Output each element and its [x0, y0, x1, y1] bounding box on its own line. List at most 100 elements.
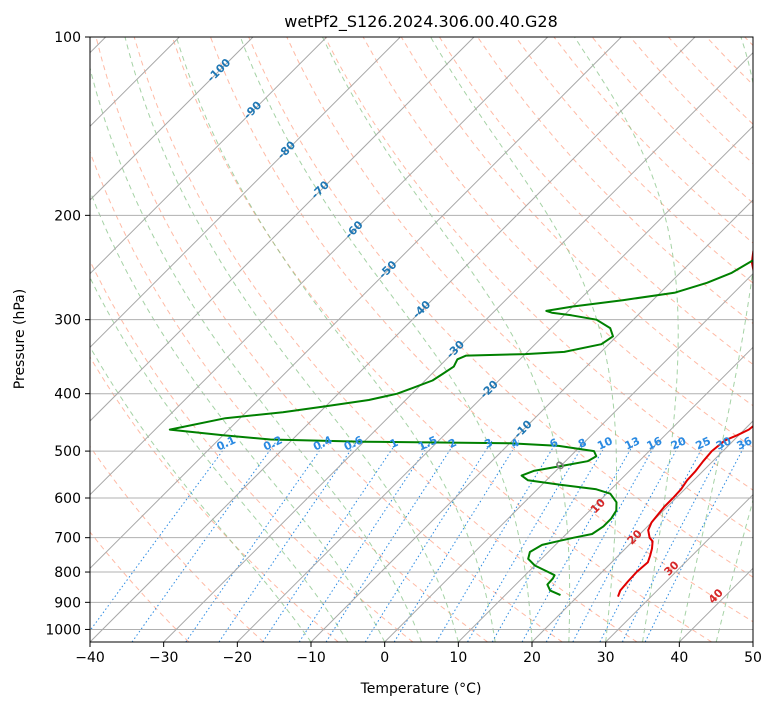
dry-adiabats	[90, 37, 753, 642]
moist-adiabat	[90, 65, 422, 642]
mixing-ratio-lines	[90, 440, 748, 642]
y-tick-label: 700	[54, 531, 81, 547]
series-lines	[168, 249, 753, 597]
mixing-ratio-label: 1.5	[416, 433, 439, 453]
isotherm-gridline	[90, 37, 328, 275]
x-tick-label: 30	[597, 650, 615, 666]
mixing-ratio-line	[572, 440, 683, 642]
moist-adiabat	[322, 37, 571, 642]
mixing-ratio-line	[435, 440, 558, 642]
x-tick-label: −10	[296, 650, 326, 666]
moist-adiabat	[715, 498, 753, 642]
mixing-ratio-line	[131, 440, 278, 642]
mixing-ratio-line	[90, 440, 231, 632]
mixing-ratio-line	[545, 440, 659, 642]
dry-adiabat	[90, 259, 414, 642]
isotherm-gridline	[90, 37, 254, 201]
dry-adiabat	[591, 37, 753, 204]
mixing-ratio-label: 16	[645, 434, 665, 452]
dry-adiabat	[95, 37, 563, 642]
x-tick-label: 10	[449, 650, 467, 666]
moist-adiabat-label: 30	[662, 558, 682, 578]
dry-adiabat	[133, 37, 638, 642]
mixing-ratio-label: 36	[735, 434, 755, 452]
chart-title: wetPf2_S126.2024.306.00.40.G28	[284, 12, 558, 32]
y-axis: 100 200 300 400 500 600 700 800 900 1000	[45, 30, 90, 638]
mixing-ratio-line	[298, 440, 432, 642]
dry-adiabat	[248, 37, 753, 578]
plot-frame	[89, 36, 754, 643]
dry-adiabat	[400, 37, 753, 407]
y-tick-label: 400	[54, 387, 81, 403]
plot-area: -100-90-80-70-60-50-40-30-20-100.1 0.2 0.4…	[90, 37, 755, 642]
dry-adiabat	[515, 37, 753, 284]
y-tick-label: 500	[54, 444, 81, 460]
y-tick-label: 800	[54, 565, 81, 581]
mixing-ratio-label: 1	[388, 436, 400, 451]
mixing-ratio-label: 0.6	[342, 433, 365, 453]
temperature-line	[617, 249, 753, 597]
moist-adiabats	[90, 37, 753, 642]
x-tick-label: −20	[223, 650, 253, 666]
mixing-ratio-label: 13	[623, 434, 642, 452]
mixing-ratio-label: 6	[548, 436, 561, 451]
moist-adiabat	[90, 276, 349, 642]
mixing-ratio-label: 25	[693, 434, 712, 452]
dry-adiabat	[90, 150, 488, 642]
mixing-ratio-label: 0.4	[311, 433, 334, 453]
moist-adiabat-label: 20	[625, 527, 645, 547]
mixing-ratio-line	[325, 440, 457, 642]
dry-adiabat	[438, 37, 753, 366]
x-axis: −40 −30 −20 −10 0 10 20 30 40 50	[75, 642, 762, 666]
x-axis-label: Temperature (°C)	[360, 681, 482, 697]
dry-adiabat	[90, 445, 264, 642]
mixing-ratio-line	[644, 440, 748, 642]
x-tick-label: 0	[380, 650, 389, 666]
isotherm-gridline	[605, 493, 753, 642]
isotherm-gridline	[384, 272, 753, 642]
isotherm-label: -60	[342, 218, 365, 241]
isotherm-gridline	[90, 37, 475, 422]
isotherm-gridline	[90, 37, 696, 642]
isotherm-label: -50	[376, 258, 399, 281]
moist-adiabat-label: 10	[588, 496, 608, 516]
x-tick-label: 50	[744, 650, 762, 666]
dry-adiabat	[90, 356, 339, 642]
isotherm-gridline	[163, 51, 753, 642]
mixing-ratio-line	[521, 440, 637, 642]
x-tick-label: 20	[523, 650, 541, 666]
x-tick-label: 40	[670, 650, 688, 666]
mixing-ratio-line	[393, 440, 520, 642]
mixing-ratio-line	[364, 440, 493, 642]
isotherm-gridline	[90, 37, 622, 570]
dry-adiabat	[744, 37, 753, 47]
moist-adiabat	[90, 189, 386, 642]
dewpoint-line	[168, 259, 753, 597]
x-tick-label: −30	[149, 650, 179, 666]
isotherm-gridline	[236, 125, 753, 642]
moist-adiabat	[239, 37, 533, 642]
mixing-ratio-label: 30	[714, 434, 734, 452]
dry-adiabat	[668, 37, 753, 125]
isotherm-gridline	[531, 420, 753, 642]
isotherm-gridlines	[90, 37, 753, 642]
moist-adiabat	[574, 37, 679, 642]
isotherm-label: -70	[309, 178, 332, 201]
isotherm-gridline	[752, 641, 753, 642]
mixing-ratio-line	[262, 440, 399, 642]
mixing-ratio-label: 20	[669, 434, 689, 452]
isobar-gridlines	[90, 37, 753, 630]
moist-adiabat	[430, 37, 617, 642]
y-tick-label: 200	[54, 208, 81, 224]
moist-adiabat	[124, 37, 459, 642]
isotherm-gridline	[310, 199, 753, 642]
mixing-ratio-line	[491, 440, 609, 642]
isotherm-gridline	[678, 567, 753, 642]
isotherm-gridline	[90, 37, 401, 349]
isotherm-gridline	[457, 346, 753, 642]
isotherm-gridline	[90, 37, 549, 496]
dry-adiabat	[210, 37, 753, 623]
moist-adiabat	[90, 345, 312, 642]
y-tick-label: 100	[54, 30, 81, 46]
